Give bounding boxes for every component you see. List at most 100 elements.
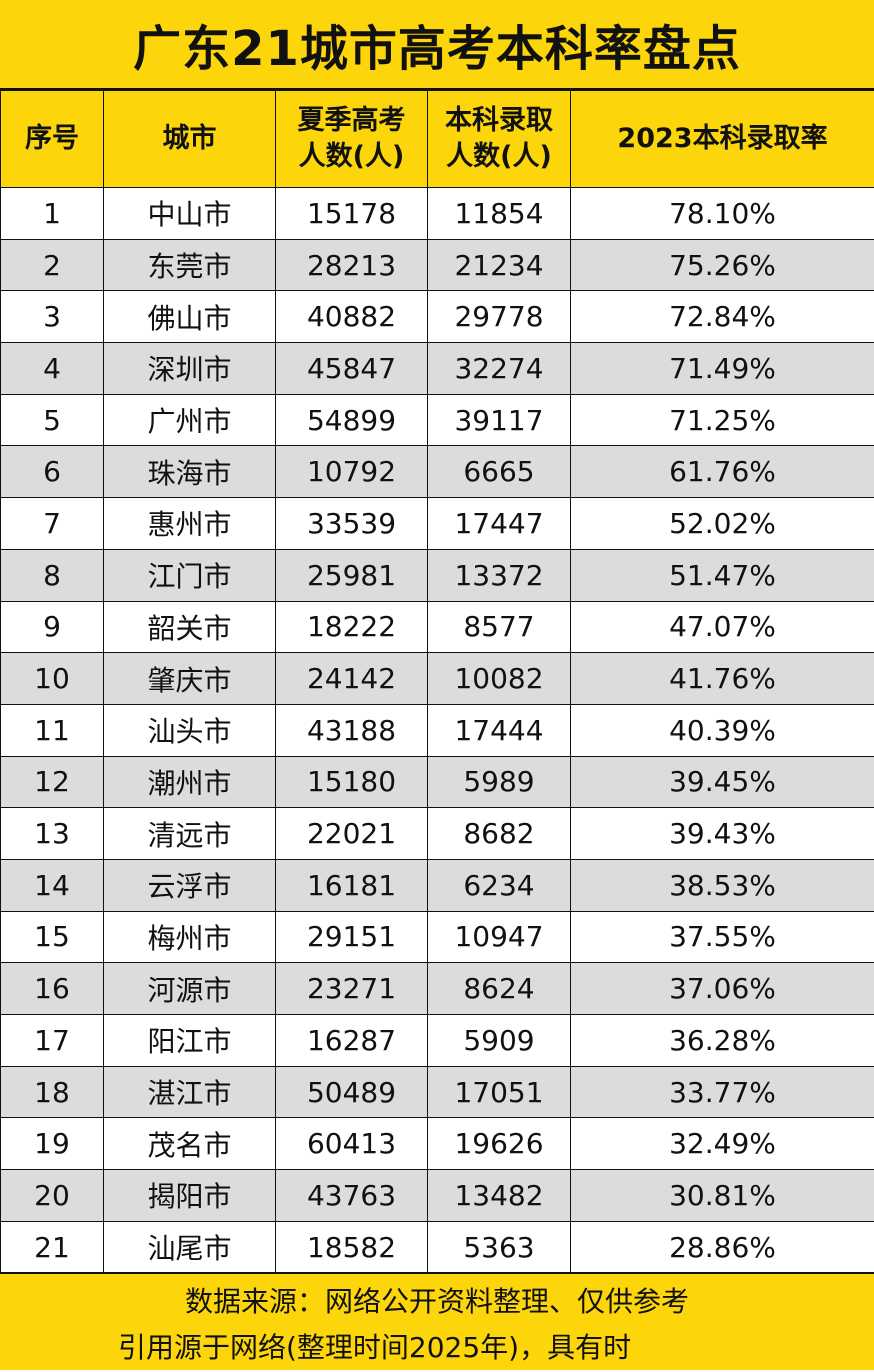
- cell-rank: 16: [1, 963, 104, 1015]
- cell-city: 江门市: [104, 549, 276, 601]
- cell-rate: 71.49%: [571, 343, 874, 395]
- cell-admitted: 5989: [428, 756, 571, 808]
- cell-admitted: 32274: [428, 343, 571, 395]
- cell-rate: 38.53%: [571, 859, 874, 911]
- cell-rank: 8: [1, 549, 104, 601]
- cell-rank: 1: [1, 188, 104, 240]
- cell-rate: 40.39%: [571, 704, 874, 756]
- cell-rate: 52.02%: [571, 498, 874, 550]
- cell-city: 惠州市: [104, 498, 276, 550]
- cell-rate: 47.07%: [571, 601, 874, 653]
- cell-admitted: 10947: [428, 911, 571, 963]
- cell-applicants: 16287: [276, 1015, 428, 1067]
- cell-admitted: 5363: [428, 1221, 571, 1273]
- cell-admitted: 6665: [428, 446, 571, 498]
- cell-admitted: 19626: [428, 1118, 571, 1170]
- cell-rate: 72.84%: [571, 291, 874, 343]
- cell-admitted: 29778: [428, 291, 571, 343]
- cell-rate: 78.10%: [571, 188, 874, 240]
- cell-applicants: 23271: [276, 963, 428, 1015]
- cell-rank: 20: [1, 1170, 104, 1222]
- cell-admitted: 10082: [428, 653, 571, 705]
- cell-admitted: 8577: [428, 601, 571, 653]
- cell-applicants: 43763: [276, 1170, 428, 1222]
- cell-rate: 51.47%: [571, 549, 874, 601]
- header-applicants-line1: 夏季高考: [276, 103, 427, 139]
- cell-city: 阳江市: [104, 1015, 276, 1067]
- cell-admitted: 8682: [428, 808, 571, 860]
- footer-source-line: 数据来源：网络公开资料整理、仅供参考: [0, 1274, 874, 1324]
- cell-admitted: 21234: [428, 239, 571, 291]
- cell-rate: 28.86%: [571, 1221, 874, 1273]
- cell-applicants: 45847: [276, 343, 428, 395]
- table-header-row: 序号 城市 夏季高考 人数(人) 本科录取 人数(人) 2023本科录取率: [1, 91, 874, 188]
- cell-rank: 2: [1, 239, 104, 291]
- cell-city: 韶关市: [104, 601, 276, 653]
- cell-rate: 37.06%: [571, 963, 874, 1015]
- cell-city: 肇庆市: [104, 653, 276, 705]
- cell-rank: 7: [1, 498, 104, 550]
- cell-admitted: 6234: [428, 859, 571, 911]
- cell-applicants: 22021: [276, 808, 428, 860]
- header-admitted-line2: 人数(人): [428, 139, 570, 175]
- cell-applicants: 40882: [276, 291, 428, 343]
- cell-rate: 30.81%: [571, 1170, 874, 1222]
- cell-city: 广州市: [104, 394, 276, 446]
- cell-admitted: 17051: [428, 1066, 571, 1118]
- cell-rank: 3: [1, 291, 104, 343]
- cell-rate: 32.49%: [571, 1118, 874, 1170]
- cell-city: 河源市: [104, 963, 276, 1015]
- cell-city: 汕尾市: [104, 1221, 276, 1273]
- cell-applicants: 28213: [276, 239, 428, 291]
- page-title: 广东21城市高考本科率盘点: [0, 0, 874, 90]
- source-footer: 数据来源：网络公开资料整理、仅供参考 引用源于网络(整理时间2025年)，具有时: [0, 1272, 874, 1370]
- cell-applicants: 18222: [276, 601, 428, 653]
- cell-admitted: 39117: [428, 394, 571, 446]
- cell-rank: 9: [1, 601, 104, 653]
- header-admitted: 本科录取 人数(人): [428, 91, 571, 188]
- cell-applicants: 50489: [276, 1066, 428, 1118]
- cell-city: 潮州市: [104, 756, 276, 808]
- cell-admitted: 8624: [428, 963, 571, 1015]
- cell-rank: 12: [1, 756, 104, 808]
- cell-applicants: 15180: [276, 756, 428, 808]
- cell-applicants: 16181: [276, 859, 428, 911]
- cell-rank: 15: [1, 911, 104, 963]
- cell-city: 深圳市: [104, 343, 276, 395]
- header-city: 城市: [104, 91, 276, 188]
- cell-rate: 39.45%: [571, 756, 874, 808]
- cell-rank: 11: [1, 704, 104, 756]
- cell-city: 梅州市: [104, 911, 276, 963]
- cell-city: 茂名市: [104, 1118, 276, 1170]
- cell-rate: 71.25%: [571, 394, 874, 446]
- header-applicants: 夏季高考 人数(人): [276, 91, 428, 188]
- cell-applicants: 10792: [276, 446, 428, 498]
- cell-rank: 5: [1, 394, 104, 446]
- cell-city: 揭阳市: [104, 1170, 276, 1222]
- cell-rank: 10: [1, 653, 104, 705]
- cell-rate: 36.28%: [571, 1015, 874, 1067]
- cell-admitted: 11854: [428, 188, 571, 240]
- cell-rate: 75.26%: [571, 239, 874, 291]
- cell-city: 清远市: [104, 808, 276, 860]
- cell-rank: 4: [1, 343, 104, 395]
- cell-rate: 33.77%: [571, 1066, 874, 1118]
- cell-rank: 14: [1, 859, 104, 911]
